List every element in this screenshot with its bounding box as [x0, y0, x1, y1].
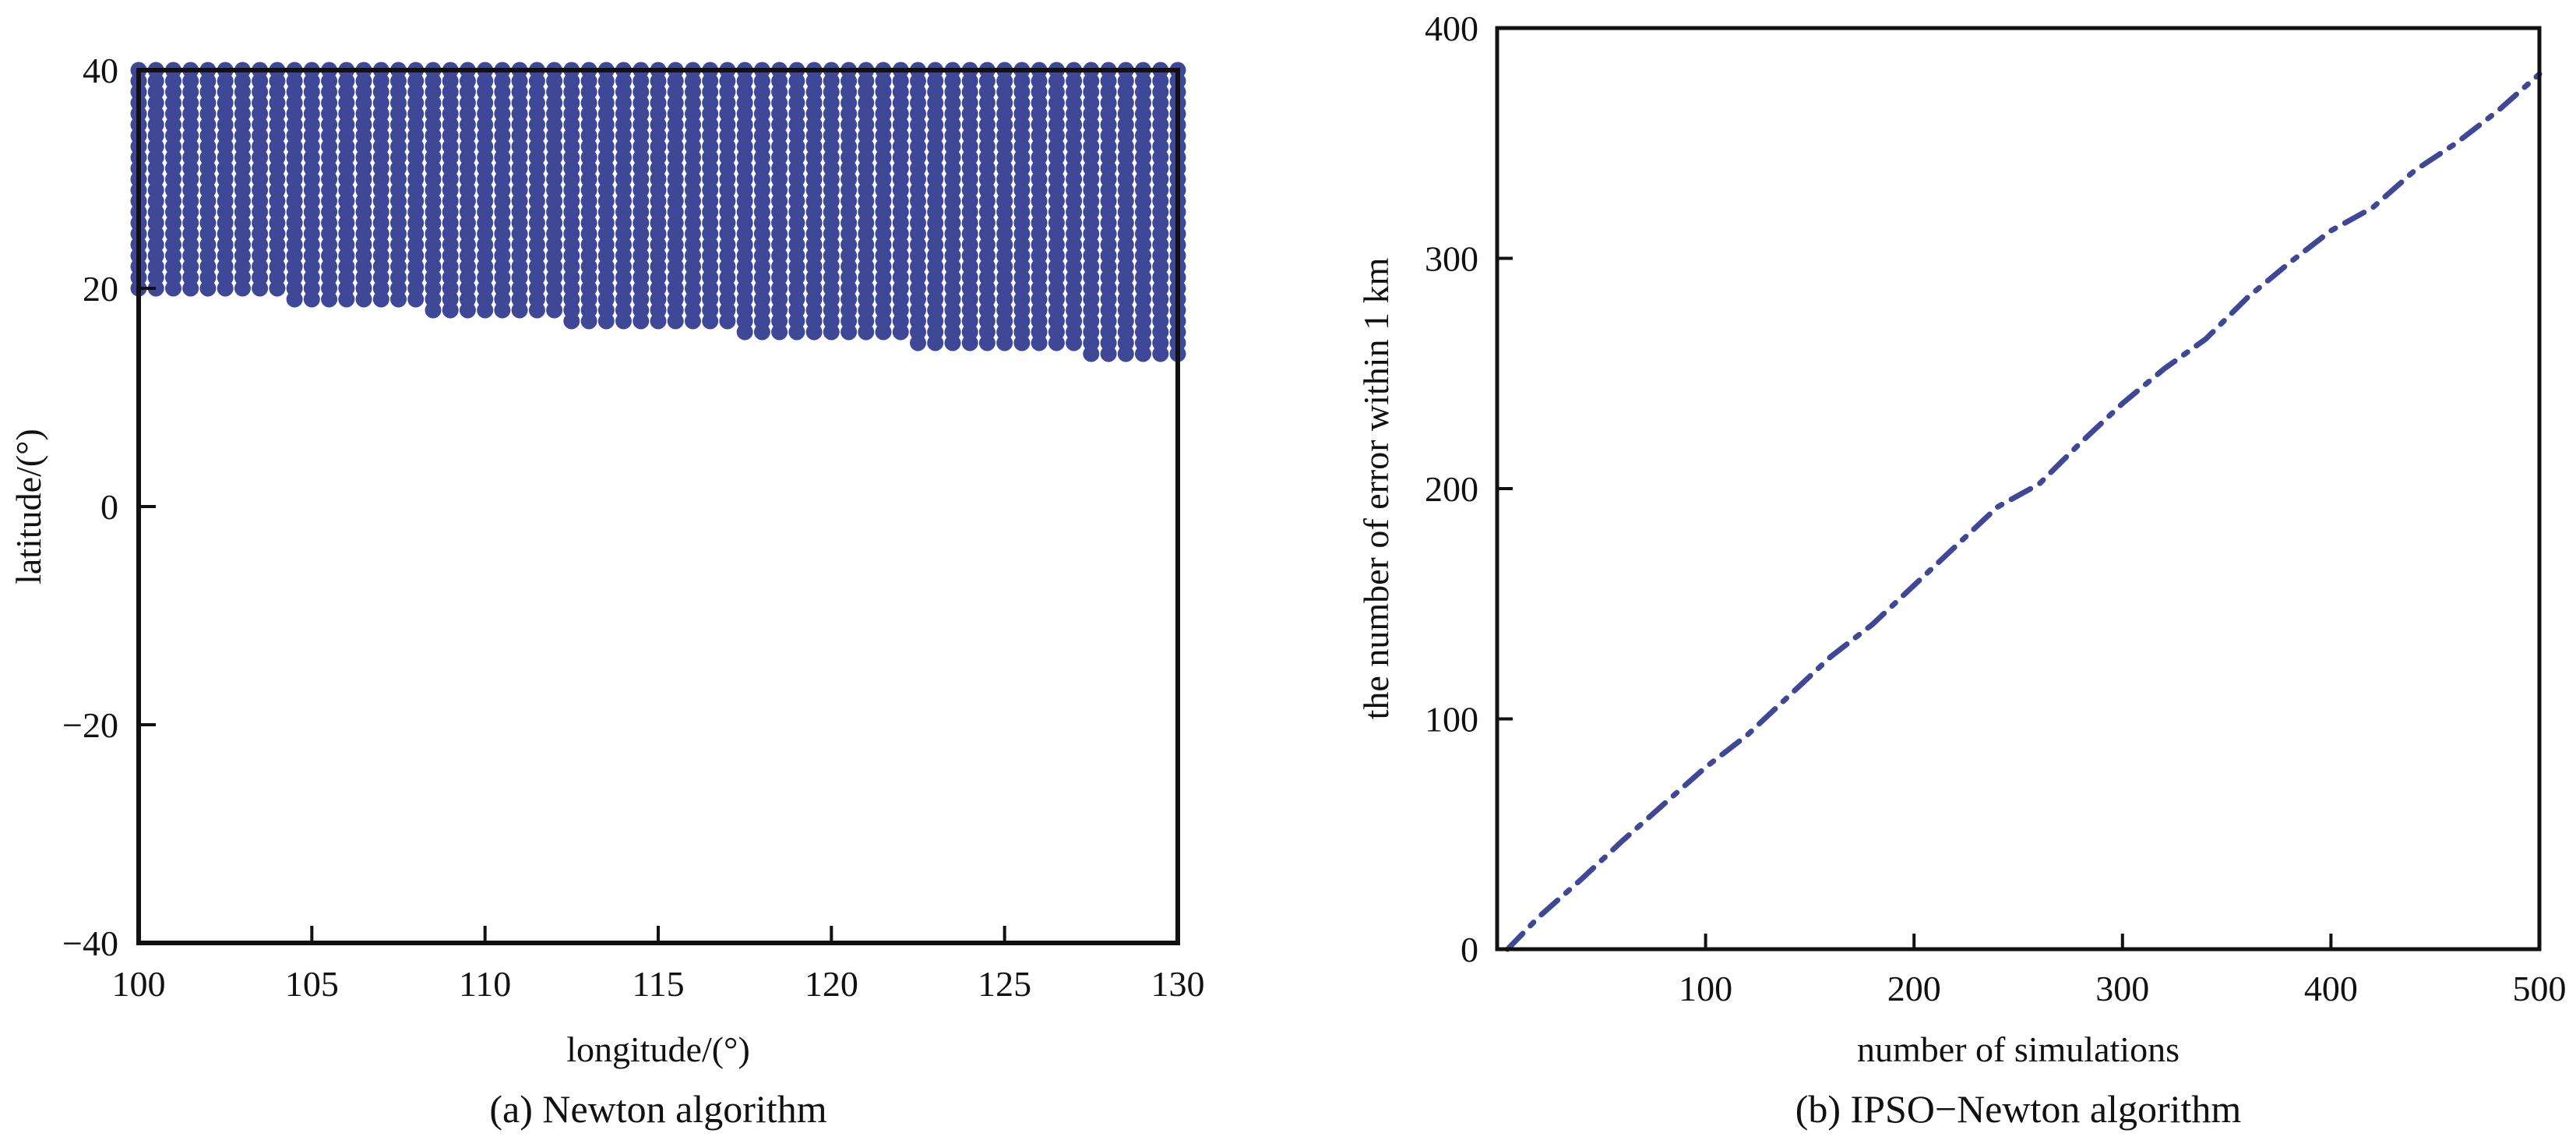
y-tick-label: 20 [83, 269, 118, 309]
panel-b-line-chart: 100 200 300 400 500 0 100 200 300 400 number of … [1356, 9, 2567, 1131]
x-tick-label: 100 [112, 964, 166, 1004]
panel-a-scatter-chart: 100 105 110 115 120 125 130 −40 −20 0 20 40 longit… [9, 51, 1205, 1131]
y-tick-label: 0 [1461, 930, 1478, 969]
x-axis-label-a: longitude/(°) [566, 1029, 750, 1069]
x-tick-label: 200 [1887, 969, 1941, 1008]
caption-b: (b) IPSO−Newton algorithm [1795, 1087, 2242, 1131]
x-axis-label-b: number of simulations [1857, 1029, 2180, 1069]
x-tick-label: 100 [1679, 969, 1732, 1008]
x-tick-label: 105 [285, 964, 339, 1004]
x-axis-b: 100 200 300 400 500 [1679, 934, 2567, 1008]
x-tick-label: 110 [459, 964, 511, 1004]
y-axis-b: 0 100 200 300 400 [1425, 9, 1513, 969]
series-line [1504, 71, 2543, 952]
y-tick-label: −20 [62, 705, 118, 745]
x-tick-label: 125 [978, 964, 1031, 1004]
x-tick-label: 400 [2304, 969, 2358, 1008]
x-tick-label: 300 [2095, 969, 2149, 1008]
y-tick-label: 200 [1425, 469, 1478, 509]
y-tick-label: 0 [100, 487, 118, 527]
y-axis-label-b: the number of error within 1 km [1356, 257, 1396, 719]
x-tick-label: 500 [2513, 969, 2567, 1008]
y-tick-label: 40 [83, 51, 118, 90]
caption-a: (a) Newton algorithm [489, 1087, 826, 1131]
x-axis-a: 100 105 110 115 120 125 130 [112, 926, 1205, 1004]
scatter-points-group [130, 62, 1186, 362]
y-tick-label: 100 [1425, 700, 1478, 740]
y-axis-a: −40 −20 0 20 40 [62, 51, 156, 963]
x-tick-label: 130 [1151, 964, 1205, 1004]
y-tick-label: 300 [1425, 239, 1478, 279]
y-axis-label-a: latitude/(°) [9, 429, 48, 584]
x-tick-label: 115 [632, 964, 684, 1004]
y-tick-label: 400 [1425, 9, 1478, 48]
y-tick-label: −40 [62, 923, 118, 963]
x-tick-label: 120 [805, 964, 858, 1004]
